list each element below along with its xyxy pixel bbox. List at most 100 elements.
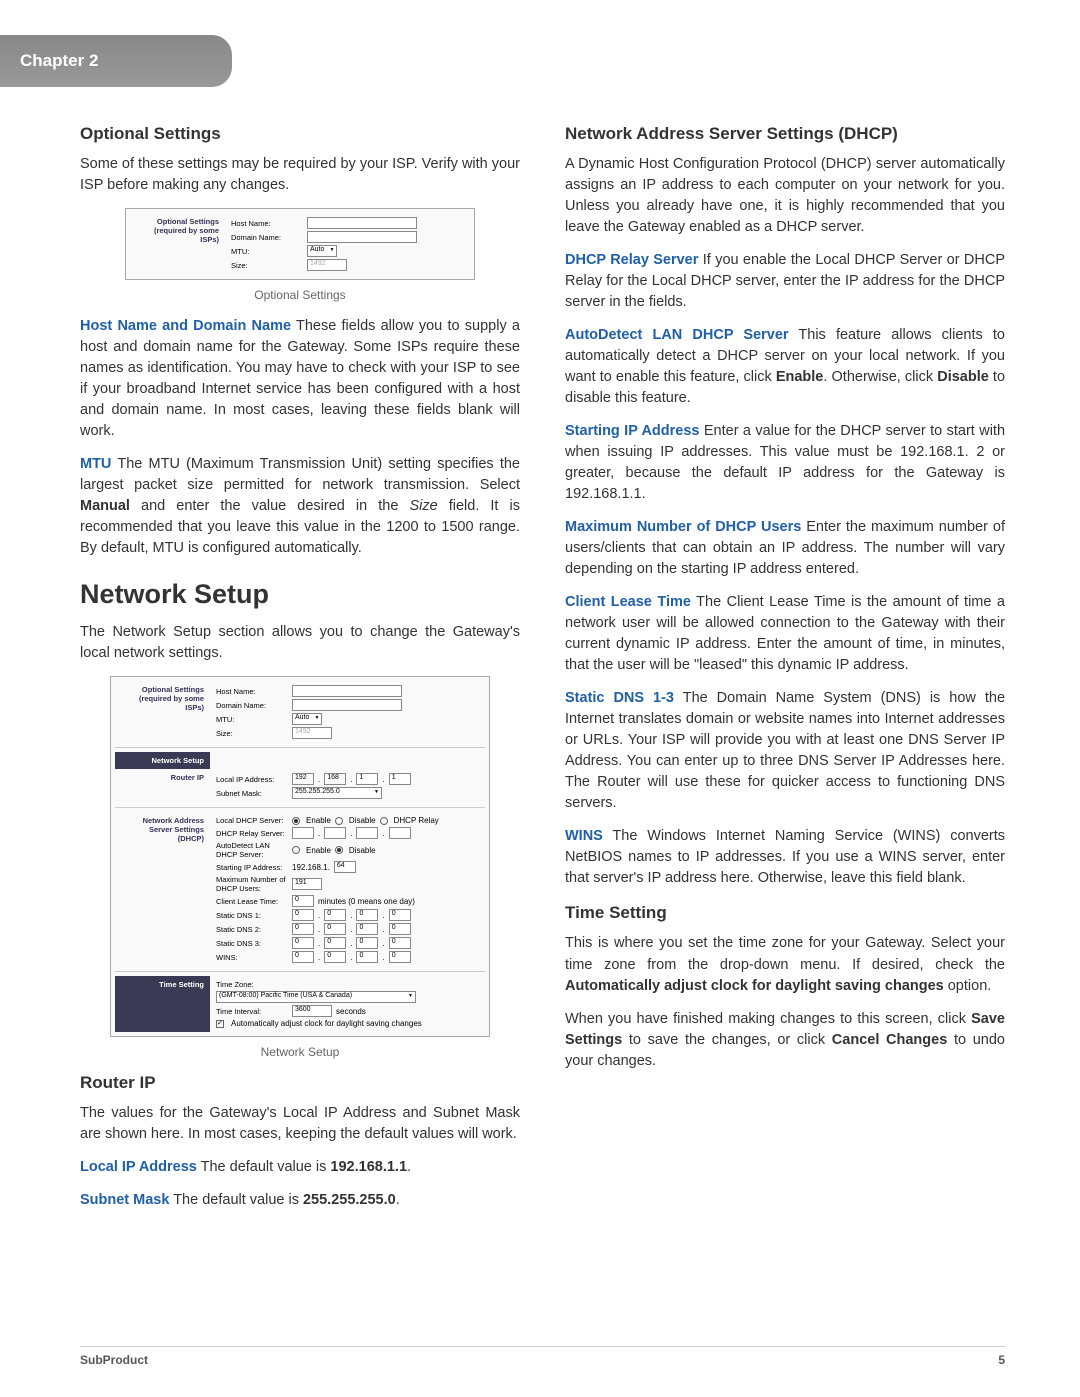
fig2-ip-a: 192: [292, 773, 314, 785]
fig2-mtu-label: MTU:: [216, 715, 288, 724]
fig2-dns2-label: Static DNS 2:: [216, 925, 288, 934]
fig2-relaysrv-label: DHCP Relay Server:: [216, 829, 288, 838]
para-hostname: Host Name and Domain Name These fields a…: [80, 316, 520, 442]
fig2-auto-enable-text: Enable: [306, 846, 331, 855]
fig2-auto-disable-text: Disable: [349, 846, 376, 855]
fig2-lease-unit: minutes (0 means one day): [318, 897, 415, 906]
fig2-side-opt: Optional Settings (required by some ISPs…: [115, 681, 210, 743]
footer-product: SubProduct: [80, 1353, 148, 1367]
para-router: The values for the Gateway's Local IP Ad…: [80, 1103, 520, 1145]
content-columns: Optional Settings Some of these settings…: [80, 110, 1005, 1223]
fig2-localdhcp-label: Local DHCP Server:: [216, 816, 288, 825]
fig2-mtu-select: Auto: [292, 713, 322, 725]
fig2-localip-label: Local IP Address:: [216, 775, 288, 784]
fig2-side-net: Network Setup: [115, 752, 210, 769]
fig2-lease-input: 0: [292, 895, 314, 907]
fig2-side-time: Time Setting: [115, 976, 210, 1032]
para-relay: DHCP Relay Server If you enable the Loca…: [565, 250, 1005, 313]
fig2-dns1-label: Static DNS 1:: [216, 911, 288, 920]
fig2-autodetect-label: AutoDetect LAN DHCP Server:: [216, 841, 288, 859]
fig2-side-router: Router IP: [115, 769, 210, 803]
fig2-dns2-c: 0: [356, 923, 378, 935]
fig2-wins-a: 0: [292, 951, 314, 963]
fig2-auto-enable-radio: [292, 846, 300, 854]
fig2-host-label: Host Name:: [216, 687, 288, 696]
bold-autoclk: Automatically adjust clock for daylight …: [565, 978, 944, 994]
text-auto-2: . Otherwise, click: [823, 369, 937, 385]
para-netsetup: The Network Setup section allows you to …: [80, 622, 520, 664]
text-time-2: option.: [944, 978, 992, 994]
fig2-relay-c: [356, 827, 378, 839]
text-hostname: These fields allow you to supply a host …: [80, 318, 520, 439]
fig1-mtu-label: MTU:: [231, 247, 303, 256]
fig2-ip-b: 168: [324, 773, 346, 785]
fig2-interval-unit: seconds: [336, 1007, 366, 1016]
fig2-side-dhcp: Network Address Server Settings (DHCP): [115, 812, 210, 967]
fig1-domain-label: Domain Name:: [231, 233, 303, 242]
figure-optional-settings: Optional Settings (required by some ISPs…: [125, 208, 475, 280]
footer-page-number: 5: [998, 1353, 1005, 1367]
para-subnet: Subnet Mask The default value is 255.255…: [80, 1190, 520, 1211]
bold-disable: Disable: [937, 369, 989, 385]
fig2-ip-d: 1: [389, 773, 411, 785]
fig2-dns1-d: 0: [389, 909, 411, 921]
text-dns: The Domain Name System (DNS) is how the …: [565, 690, 1005, 811]
fig2-radio-relay: [380, 817, 388, 825]
fig2-wins-b: 0: [324, 951, 346, 963]
heading-optional-settings: Optional Settings: [80, 124, 520, 144]
text-localip-1: The default value is: [197, 1159, 331, 1175]
term-start: Starting IP Address: [565, 423, 699, 439]
left-column: Optional Settings Some of these settings…: [80, 110, 520, 1223]
text-subnet-2: .: [396, 1192, 400, 1208]
fig2-subnet-label: Subnet Mask:: [216, 789, 288, 798]
fig2-dns3-c: 0: [356, 937, 378, 949]
bold-manual: Manual: [80, 498, 130, 514]
heading-network-setup: Network Setup: [80, 579, 520, 610]
fig2-host-input: [292, 685, 402, 697]
para-auto: AutoDetect LAN DHCP Server This feature …: [565, 325, 1005, 409]
heading-router-ip: Router IP: [80, 1073, 520, 1093]
fig2-radio-disable: [335, 817, 343, 825]
para-lease: Client Lease Time The Client Lease Time …: [565, 592, 1005, 676]
text-save-1: When you have finished making changes to…: [565, 1011, 971, 1027]
para-mtu: MTU The MTU (Maximum Transmission Unit) …: [80, 454, 520, 559]
term-relay: DHCP Relay Server: [565, 252, 698, 268]
fig2-domain-input: [292, 699, 402, 711]
fig2-dns3-a: 0: [292, 937, 314, 949]
heading-dhcp: Network Address Server Settings (DHCP): [565, 124, 1005, 144]
fig2-dns2-b: 0: [324, 923, 346, 935]
fig2-relay-text: DHCP Relay: [394, 816, 439, 825]
heading-time-setting: Time Setting: [565, 903, 1005, 923]
term-dns: Static DNS 1-3: [565, 690, 674, 706]
fig1-host-input: [307, 217, 417, 229]
para-time: This is where you set the time zone for …: [565, 933, 1005, 996]
para-save: When you have finished making changes to…: [565, 1009, 1005, 1072]
fig2-autoclk-check: [216, 1020, 224, 1028]
fig2-startip-label: Starting IP Address:: [216, 863, 288, 872]
fig1-size-input: 1492: [307, 259, 347, 271]
text-wins: The Windows Internet Naming Service (WIN…: [565, 828, 1005, 886]
text-time-1: This is where you set the time zone for …: [565, 935, 1005, 972]
fig2-dns2-a: 0: [292, 923, 314, 935]
para-localip: Local IP Address The default value is 19…: [80, 1157, 520, 1178]
term-wins: WINS: [565, 828, 603, 844]
fig2-enable-text: Enable: [306, 816, 331, 825]
fig2-wins-d: 0: [389, 951, 411, 963]
fig1-side-label: Optional Settings (required by some ISPs…: [130, 213, 225, 275]
fig2-startip-input: 64: [334, 861, 356, 873]
fig2-dns1-b: 0: [324, 909, 346, 921]
chapter-tab: Chapter 2: [0, 35, 232, 87]
bold-localip-val: 192.168.1.1: [330, 1159, 407, 1175]
fig2-dns3-d: 0: [389, 937, 411, 949]
para-start: Starting IP Address Enter a value for th…: [565, 421, 1005, 505]
fig2-domain-label: Domain Name:: [216, 701, 288, 710]
page: Chapter 2 Optional Settings Some of thes…: [0, 0, 1080, 1397]
fig2-startip-pre: 192.168.1.: [292, 863, 330, 872]
fig2-disable-text: Disable: [349, 816, 376, 825]
para-wins: WINS The Windows Internet Naming Service…: [565, 826, 1005, 889]
para-dhcp: A Dynamic Host Configuration Protocol (D…: [565, 154, 1005, 238]
term-hostname: Host Name and Domain Name: [80, 318, 291, 334]
fig2-relay-a: [292, 827, 314, 839]
fig2-auto-disable-radio: [335, 846, 343, 854]
term-max: Maximum Number of DHCP Users: [565, 519, 801, 535]
